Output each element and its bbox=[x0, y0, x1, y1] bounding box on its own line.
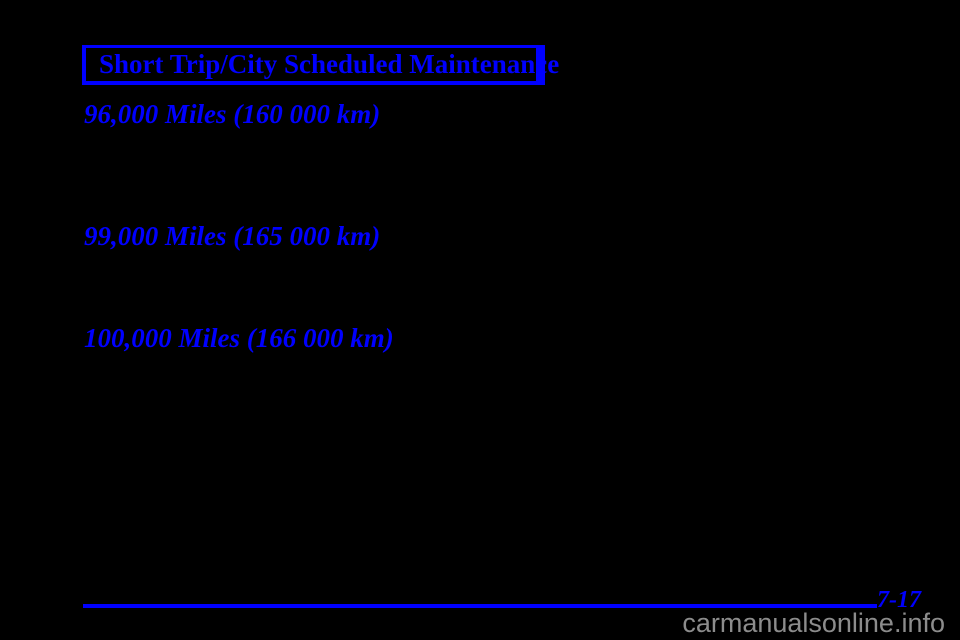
mileage-heading-100000: 100,000 Miles (166 000 km) bbox=[84, 323, 394, 353]
page-number: 7-17 bbox=[877, 587, 921, 613]
section-title-box: Short Trip/City Scheduled Maintenance bbox=[82, 45, 559, 85]
mileage-heading-99000: 99,000 Miles (165 000 km) bbox=[84, 221, 381, 251]
mileage-heading-96000: 96,000 Miles (160 000 km) bbox=[84, 99, 381, 129]
footer-divider bbox=[83, 604, 877, 608]
section-title: Short Trip/City Scheduled Maintenance bbox=[99, 49, 560, 79]
site-watermark: carmanualsonline.info bbox=[682, 608, 945, 638]
